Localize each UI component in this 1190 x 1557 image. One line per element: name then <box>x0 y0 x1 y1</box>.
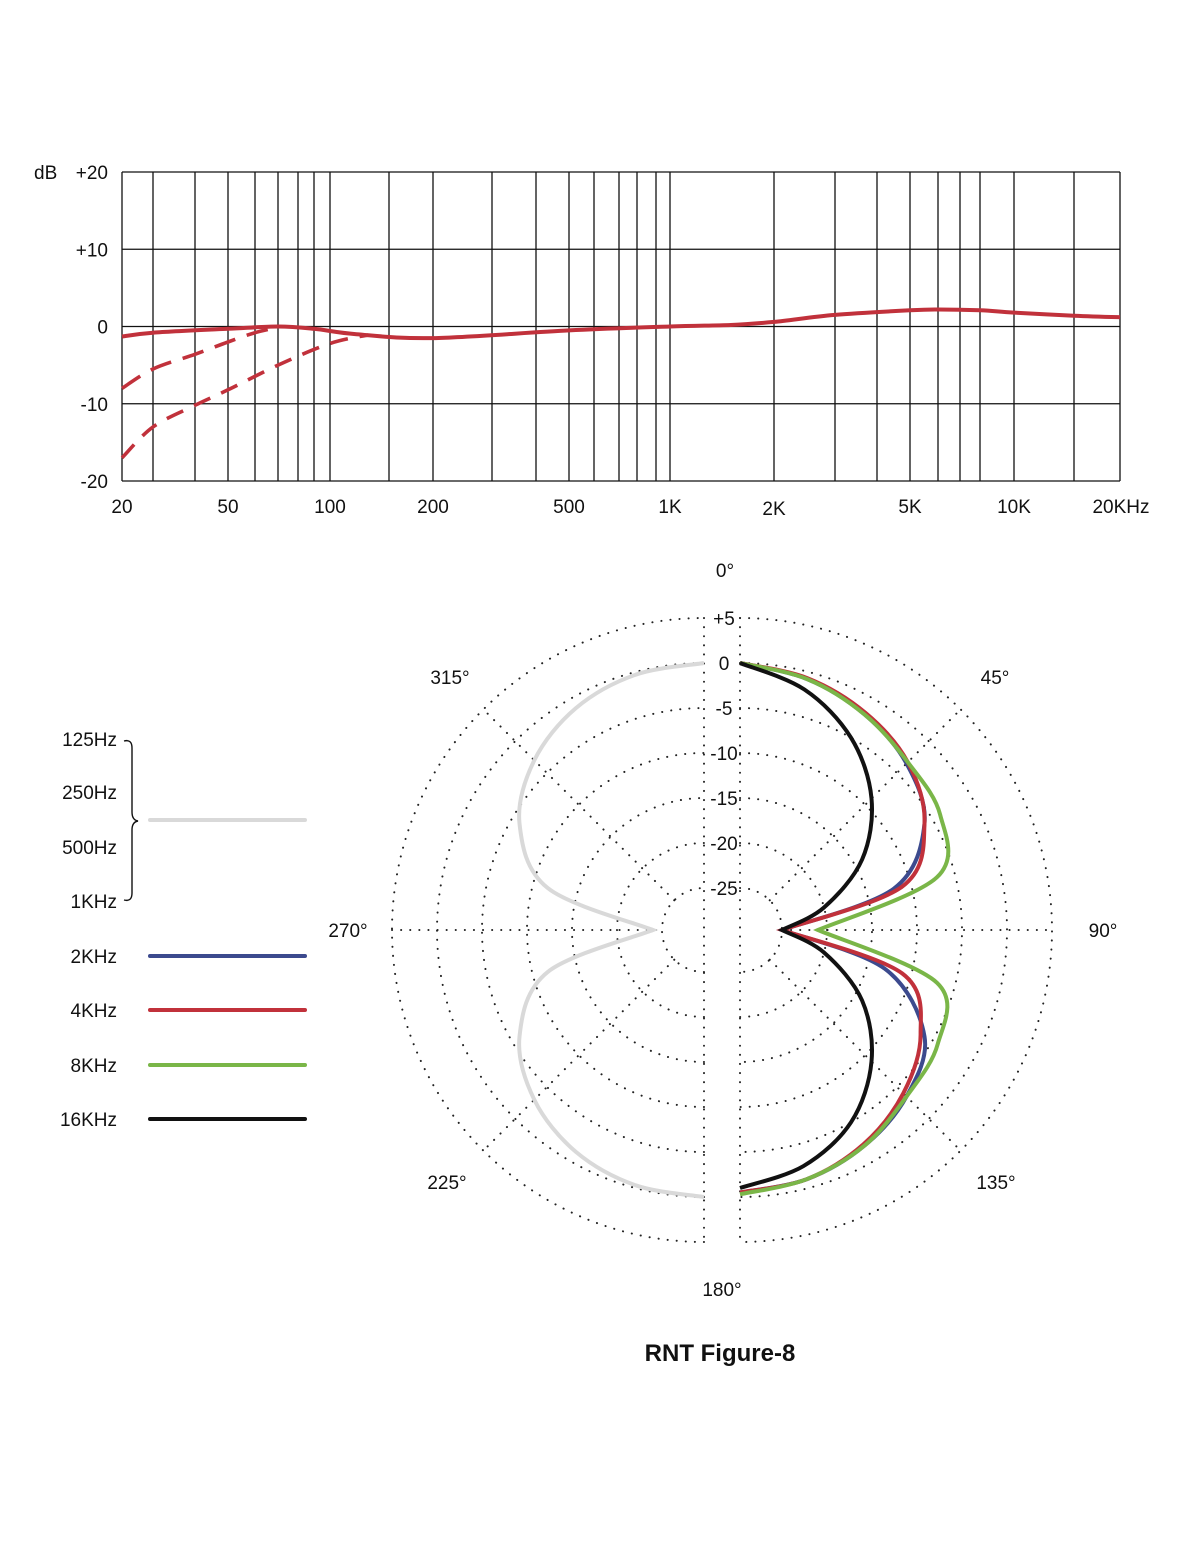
ring-label: +5 <box>713 609 735 630</box>
ring-label-bg <box>707 787 737 809</box>
legend-group-label: 1KHz <box>71 892 117 913</box>
polar-spoke <box>768 958 962 1152</box>
legend-group-label: 125Hz <box>62 730 117 751</box>
x-tick-label: 200 <box>417 497 449 518</box>
x-tick-label: 1K <box>658 497 682 518</box>
angle-label: 135° <box>976 1173 1015 1194</box>
polar-ring <box>571 797 705 1063</box>
x-tick-label: 100 <box>314 497 346 518</box>
polar-ring <box>436 662 705 1198</box>
x-tick-label: 2K <box>762 499 786 520</box>
y-tick-label: -20 <box>81 472 108 493</box>
angle-label: 315° <box>430 668 469 689</box>
ring-label: -10 <box>710 744 737 765</box>
angle-label: 270° <box>328 921 367 942</box>
ring-label: -25 <box>710 879 737 900</box>
y-tick-label: 0 <box>97 318 108 339</box>
ring-label: -5 <box>716 699 733 720</box>
y-tick-label: -10 <box>81 395 108 416</box>
legend-label: 4KHz <box>71 1001 117 1022</box>
ring-label-bg <box>707 877 737 899</box>
ring-label-bg <box>707 607 737 629</box>
ring-label-bg <box>707 652 737 674</box>
polar-ring <box>739 797 873 1063</box>
polar-curve-8KHz <box>739 661 951 1197</box>
response-curve-dashed <box>120 333 369 460</box>
frequency-response-chart: +20 +10 0 -10 -20 dB 20 50 100 200 500 1K 2K 5K 10K 20K… <box>34 163 1150 520</box>
x-tick-label: 20 <box>111 497 132 518</box>
x-tick-label: 50 <box>217 497 238 518</box>
ring-label: -20 <box>710 834 737 855</box>
polar-legend: 125Hz 250Hz 500Hz 1KHz 2KHz 4KHz 8KHz 16KHz <box>60 730 307 1131</box>
ring-label-bg <box>707 832 737 854</box>
polar-ring <box>661 887 705 973</box>
polar-pattern-chart: +5 0 -5 -10 -15 -20 -25 0° 45° 90° 135° 180° 225° 270… <box>328 561 1117 1301</box>
angle-label: 90° <box>1089 921 1118 942</box>
polar-ring <box>739 662 1008 1198</box>
polar-spoke <box>768 708 962 902</box>
polar-curve-low-frequencies <box>517 661 705 1199</box>
legend-label: 16KHz <box>60 1110 117 1131</box>
y-tick-label: +20 <box>76 163 108 184</box>
legend-brace <box>123 739 139 902</box>
polar-spoke <box>482 708 676 902</box>
polar-ring <box>616 842 705 1018</box>
polar-chart-title: RNT Figure-8 <box>645 1340 796 1367</box>
legend-label: 8KHz <box>71 1056 117 1077</box>
angle-label: 225° <box>427 1173 466 1194</box>
response-curve-solid <box>121 307 1121 341</box>
x-tick-label: 20KHz <box>1092 497 1149 518</box>
angle-label: 0° <box>716 561 734 582</box>
angle-label: 45° <box>981 668 1010 689</box>
y-unit-label: dB <box>34 163 57 184</box>
ring-label-bg <box>707 697 737 719</box>
response-curve-dashed <box>121 325 279 390</box>
polar-spoke <box>482 958 676 1152</box>
angle-label: 180° <box>702 1280 741 1301</box>
ring-label: 0 <box>719 654 730 675</box>
polar-curve-16KHz <box>739 661 874 1190</box>
ring-label-bg <box>707 742 737 764</box>
ring-label: -15 <box>710 789 737 810</box>
x-tick-label: 500 <box>553 497 585 518</box>
legend-group-label: 250Hz <box>62 783 117 804</box>
x-tick-label: 10K <box>997 497 1031 518</box>
y-tick-label: +10 <box>76 240 108 261</box>
polar-curve-2KHz <box>739 661 928 1195</box>
x-tick-label: 5K <box>898 497 922 518</box>
legend-group-label: 500Hz <box>62 838 117 859</box>
polar-ring <box>739 887 783 973</box>
legend-label: 2KHz <box>71 947 117 968</box>
polar-ring <box>526 752 705 1108</box>
